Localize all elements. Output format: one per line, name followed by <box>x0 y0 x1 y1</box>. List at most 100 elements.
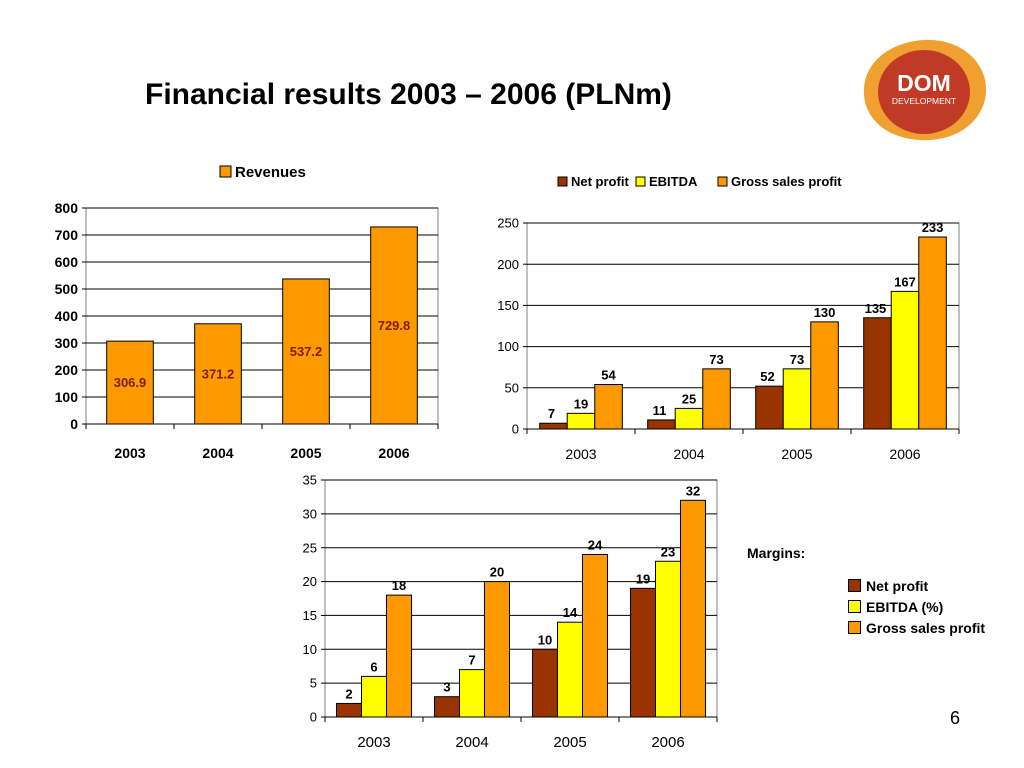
data-label: 130 <box>814 305 836 320</box>
x-tick-label: 2004 <box>202 445 233 461</box>
data-label: 73 <box>790 352 804 367</box>
legend-item-gross-sales-profit: Gross sales profit <box>848 617 985 638</box>
y-tick-label: 200 <box>497 257 519 272</box>
bar <box>106 340 154 425</box>
data-label: 2 <box>345 686 352 701</box>
data-label: 25 <box>682 391 696 406</box>
data-label: 371.2 <box>202 366 235 381</box>
y-tick-label: 300 <box>55 335 79 351</box>
y-tick-label: 20 <box>303 574 317 589</box>
y-tick-label: 0 <box>310 710 317 725</box>
y-tick-label: 25 <box>303 540 317 555</box>
legend-label: EBITDA <box>649 174 698 189</box>
bar <box>361 675 387 718</box>
bar <box>532 648 559 718</box>
legend-label: EBITDA (%) <box>866 598 944 615</box>
logo-subtitle: DEVELOPMENT <box>892 96 956 106</box>
data-label: 233 <box>922 220 944 235</box>
data-label: 32 <box>686 483 700 498</box>
bar <box>755 385 784 430</box>
legend-label: Revenues <box>235 164 306 181</box>
bar <box>594 384 623 430</box>
y-tick-label: 15 <box>303 608 317 623</box>
data-label: 11 <box>653 403 667 418</box>
bar <box>434 696 461 718</box>
page-number: 6 <box>950 708 961 728</box>
data-label: 23 <box>661 544 675 559</box>
bar <box>679 499 706 718</box>
data-label: 18 <box>392 578 406 593</box>
data-label: 7 <box>548 406 555 421</box>
x-tick-label: 2003 <box>565 446 596 462</box>
x-tick-label: 2003 <box>114 445 145 461</box>
y-tick-label: 500 <box>55 281 79 297</box>
legend-swatch <box>219 165 232 178</box>
legend-swatch <box>635 176 646 187</box>
data-label: 14 <box>563 605 578 620</box>
bar <box>702 368 731 430</box>
x-tick-label: 2005 <box>781 446 812 462</box>
y-tick-label: 30 <box>303 506 317 521</box>
bar <box>655 560 681 718</box>
bar <box>782 368 812 430</box>
y-tick-label: 600 <box>55 254 79 270</box>
bar <box>890 290 920 430</box>
margins-legend: Net profit EBITDA (%) Gross sales profit <box>848 575 985 638</box>
legend-label: Gross sales profit <box>866 619 986 636</box>
y-tick-label: 150 <box>497 298 519 313</box>
legend-swatch <box>848 621 861 634</box>
bar <box>557 621 583 718</box>
bar <box>459 669 485 718</box>
y-tick-label: 400 <box>55 308 79 324</box>
data-label: 19 <box>636 571 650 586</box>
y-tick-label: 700 <box>55 227 79 243</box>
bar <box>370 226 418 425</box>
data-label: 20 <box>490 565 504 580</box>
bar <box>483 581 510 718</box>
y-tick-label: 0 <box>512 422 519 437</box>
x-tick-label: 2005 <box>290 445 321 461</box>
x-tick-label: 2004 <box>673 446 704 462</box>
y-tick-label: 800 <box>55 200 79 216</box>
legend-swatch <box>717 176 728 187</box>
bar <box>336 702 363 718</box>
data-label: 24 <box>588 537 603 552</box>
bar <box>863 317 892 430</box>
bar <box>194 323 242 425</box>
y-tick-label: 0 <box>70 416 78 432</box>
data-label: 10 <box>538 632 552 647</box>
x-tick-label: 2006 <box>889 446 920 462</box>
x-tick-label: 2006 <box>378 445 409 461</box>
legend-item-ebitda: EBITDA (%) <box>848 596 985 617</box>
legend-swatch <box>557 176 568 187</box>
legend-label: Net profit <box>866 577 929 594</box>
legend-label: Gross sales profit <box>731 174 842 189</box>
bar <box>810 321 839 430</box>
y-tick-label: 5 <box>310 676 317 691</box>
legend-label: Net profit <box>571 174 629 189</box>
y-tick-label: 200 <box>55 362 79 378</box>
data-label: 6 <box>370 659 377 674</box>
y-tick-label: 100 <box>497 339 519 354</box>
company-logo: DOM DEVELOPMENT <box>858 34 990 144</box>
y-tick-label: 100 <box>55 389 79 405</box>
data-label: 135 <box>865 301 887 316</box>
x-tick-label: 2004 <box>455 734 488 751</box>
data-label: 3 <box>443 680 450 695</box>
y-tick-label: 10 <box>303 642 317 657</box>
bar <box>918 236 947 430</box>
data-label: 167 <box>894 274 916 289</box>
legend-swatch <box>848 579 861 592</box>
x-tick-label: 2005 <box>553 734 586 751</box>
data-label: 52 <box>760 369 774 384</box>
page-title: Financial results 2003 – 2006 (PLNm) <box>145 78 672 111</box>
data-label: 7 <box>468 653 475 668</box>
legend-item-net-profit: Net profit <box>848 575 985 596</box>
bar <box>630 587 657 718</box>
data-label: 306.9 <box>114 375 147 390</box>
data-label: 19 <box>574 396 588 411</box>
bar <box>282 278 330 425</box>
